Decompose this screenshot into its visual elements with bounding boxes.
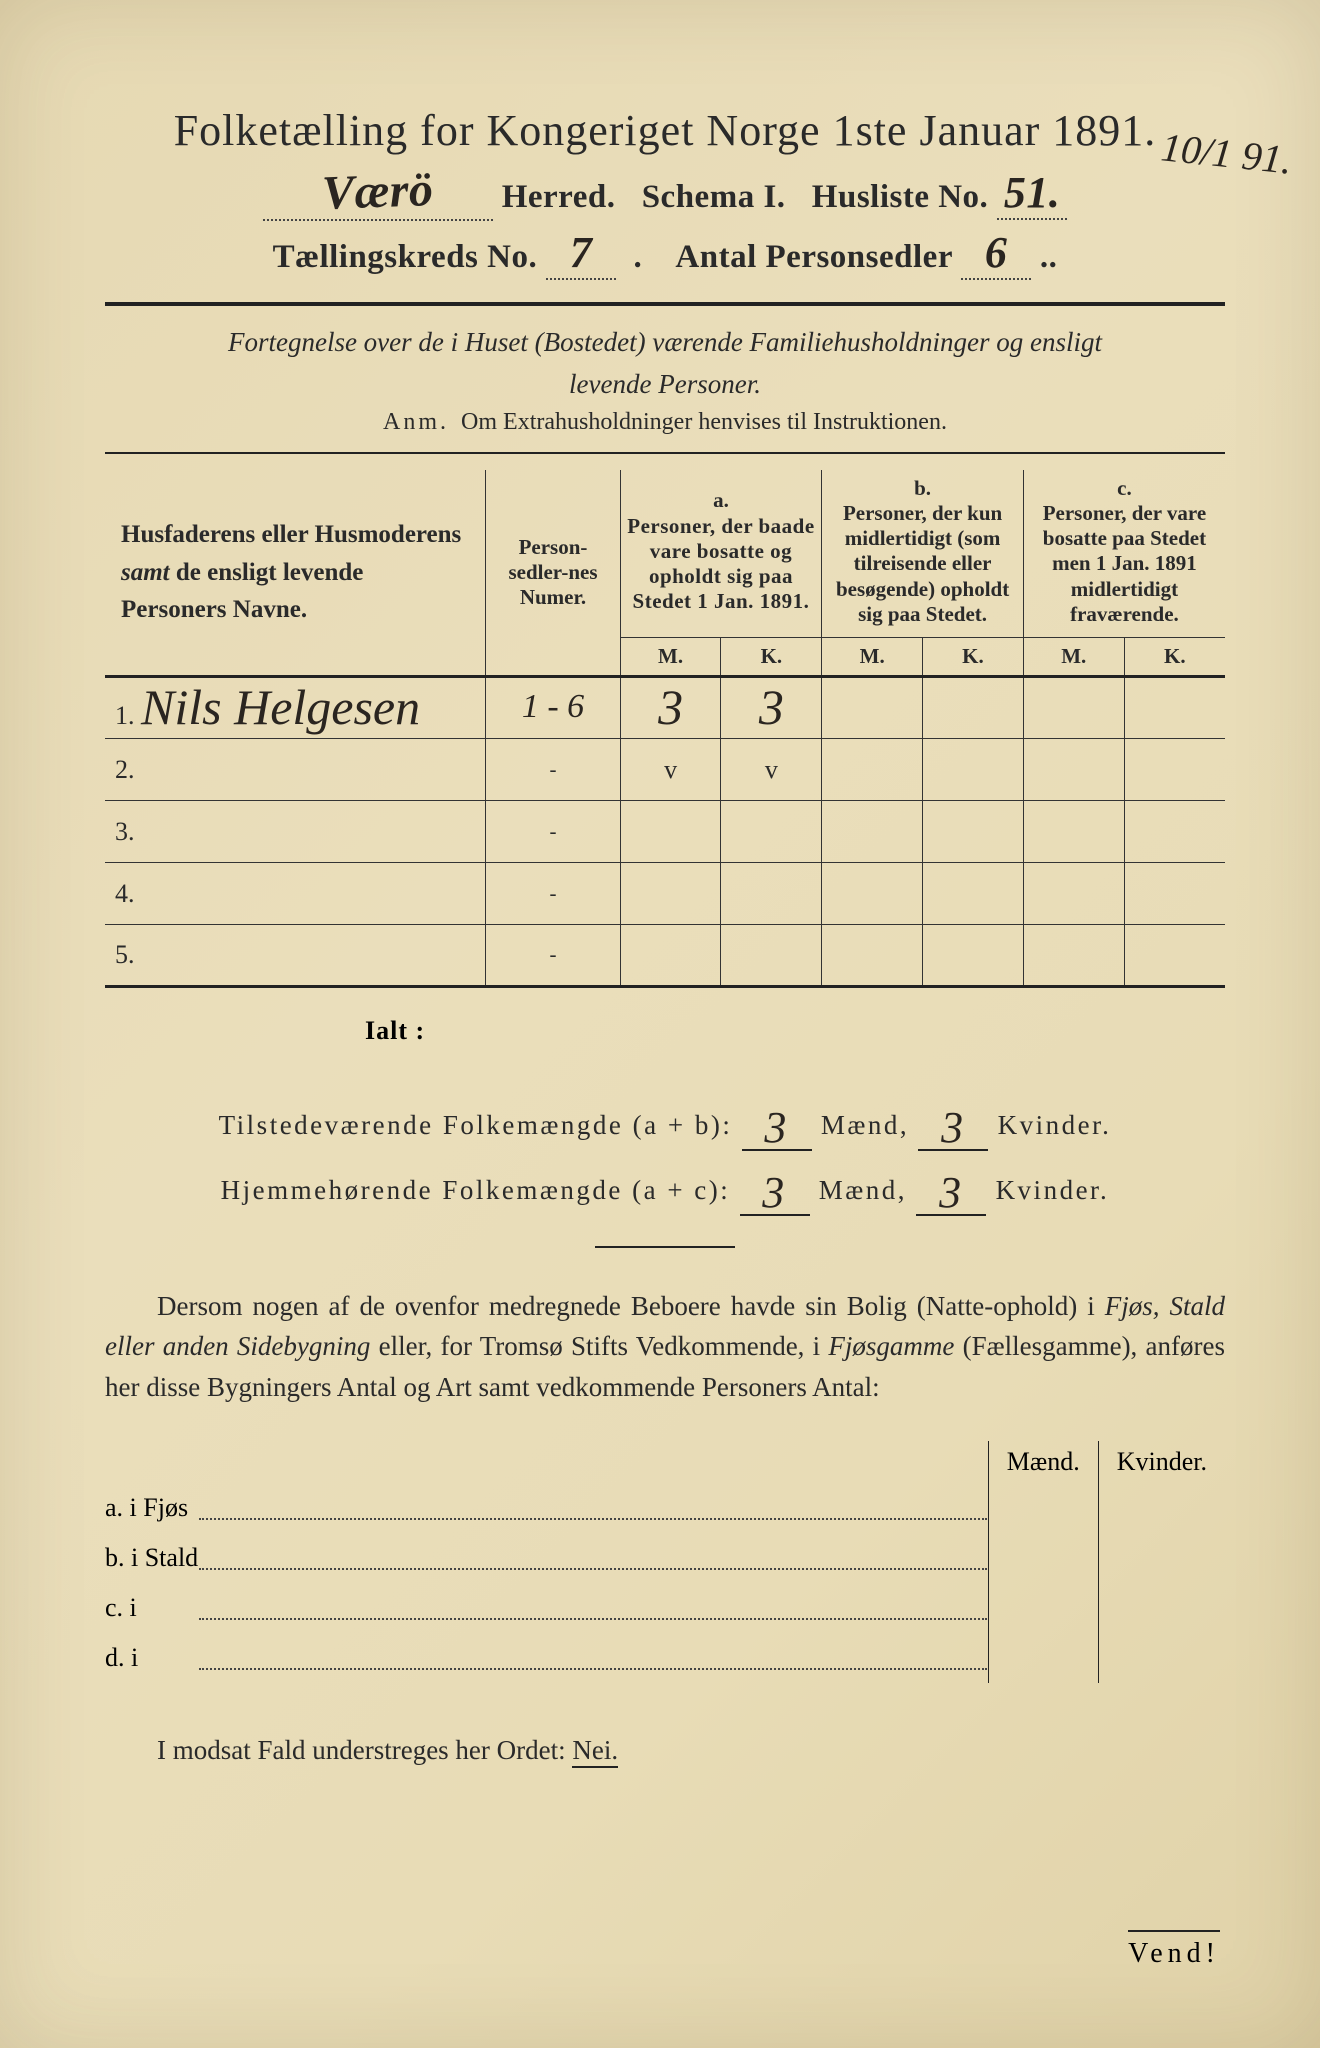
col-a-k: K. — [721, 637, 822, 676]
col-b-k: K. — [923, 637, 1024, 676]
kreds-label: Tællingskreds No. — [273, 239, 538, 275]
maend-header: Mænd. — [988, 1441, 1098, 1483]
col-c-k: K. — [1124, 637, 1225, 676]
table-row: 1. Nils Helgesen — [105, 676, 486, 738]
kreds-value: 7 — [546, 227, 616, 280]
cell-ak: 3 — [721, 676, 822, 738]
short-divider — [595, 1246, 735, 1248]
intro-line-2: levende Personer. — [105, 366, 1225, 402]
row-c: c. i — [105, 1583, 198, 1633]
instruction-paragraph: Dersom nogen af de ovenfor medregnede Be… — [105, 1286, 1225, 1408]
title: Folketælling for Kongeriget Norge 1ste J… — [105, 105, 1225, 156]
col-b-m: M. — [822, 637, 923, 676]
tilstede-maend: 3 — [742, 1098, 812, 1151]
cell-numer: - — [486, 738, 620, 800]
cell-am: 3 — [620, 676, 721, 738]
kvinder-header: Kvinder. — [1098, 1441, 1225, 1483]
nei-word: Nei. — [572, 1735, 618, 1768]
cell-am: v — [620, 738, 721, 800]
household-table: Husfaderens eller Husmoderens samt de en… — [105, 470, 1225, 988]
herred-line: Værö Herred. Schema I. Husliste No. 51. — [105, 164, 1225, 221]
hjemme-label: Hjemmehørende Folkemængde (a + c): — [221, 1175, 731, 1206]
antal-label: Antal Personsedler — [675, 239, 952, 275]
census-form-page: 10/1 91. Folketælling for Kongeriget Nor… — [0, 0, 1320, 2048]
herred-label: Herred. — [502, 179, 616, 215]
hjemme-maend: 3 — [740, 1163, 810, 1216]
intro-line-1: Fortegnelse over de i Huset (Bostedet) v… — [105, 324, 1225, 360]
row-d: d. i — [105, 1633, 198, 1683]
col-names-header: Husfaderens eller Husmoderens samt de en… — [105, 470, 486, 676]
table-row: 4. — [105, 862, 486, 924]
husliste-label: Husliste No. — [812, 179, 989, 215]
col-a-m: M. — [620, 637, 721, 676]
husliste-value: 51. — [997, 167, 1067, 220]
table-row: 3. — [105, 800, 486, 862]
col-b-header: b. Personer, der kun midlertidigt (som t… — [822, 470, 1024, 633]
closing-line: I modsat Fald understreges her Ordet: Ne… — [105, 1735, 1225, 1766]
col-numer-header: Person-sedler-nes Numer. — [486, 470, 620, 676]
cell-bm — [822, 676, 923, 738]
cell-bk — [923, 676, 1024, 738]
cell-ck — [1124, 676, 1225, 738]
col-c-header: c. Personer, der vare bosatte paa Stedet… — [1023, 470, 1225, 633]
tilstede-label: Tilstedeværende Folkemængde (a + b): — [219, 1110, 733, 1141]
col-a-header: a. Personer, der baade vare bosatte og o… — [620, 470, 822, 633]
totals-block: Tilstedeværende Folkemængde (a + b): 3 M… — [105, 1094, 1225, 1212]
cell-numer: - — [486, 862, 620, 924]
table-row: 5. — [105, 924, 486, 986]
cell-numer: - — [486, 800, 620, 862]
cell-numer: 1 - 6 — [486, 676, 620, 738]
row-fjos: a. i Fjøs — [105, 1483, 198, 1533]
vend-label: Vend! — [1128, 1930, 1220, 1970]
hjemme-kvinder: 3 — [916, 1163, 986, 1216]
tilstede-kvinder: 3 — [918, 1098, 988, 1151]
cell-cm — [1023, 676, 1124, 738]
table-row: 2. — [105, 738, 486, 800]
ialt-label: Ialt : — [365, 1016, 1225, 1046]
cell-ak: v — [721, 738, 822, 800]
antal-value: 6 — [961, 227, 1031, 280]
herred-value: Værö — [263, 164, 493, 221]
anm-note: Anm. Om Extrahusholdninger henvises til … — [105, 409, 1225, 436]
col-c-m: M. — [1023, 637, 1124, 676]
divider — [105, 452, 1225, 454]
buildings-table: Mænd. Kvinder. a. i Fjøs b. i Stald c. i… — [105, 1441, 1225, 1683]
divider — [105, 302, 1225, 306]
schema-label: Schema I. — [642, 179, 786, 215]
kreds-line: Tællingskreds No. 7 . Antal Personsedler… — [105, 227, 1225, 280]
row-stald: b. i Stald — [105, 1533, 198, 1583]
cell-numer: - — [486, 924, 620, 986]
